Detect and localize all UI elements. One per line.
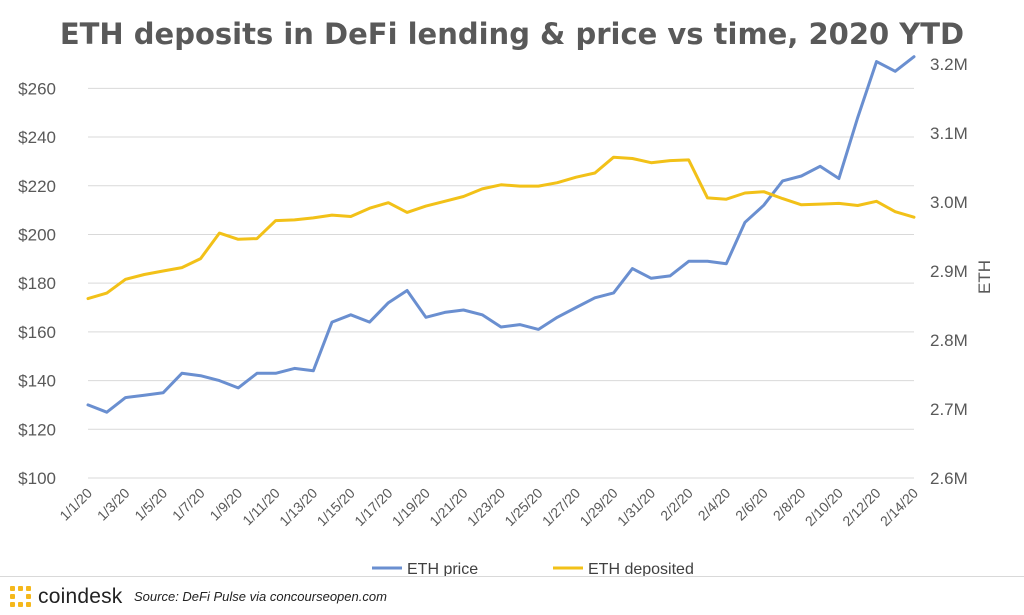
- x-tick-label: 2/4/20: [695, 485, 734, 524]
- legend: ETH price ETH deposited: [372, 561, 694, 578]
- right-y-tick-label: 3.2M: [930, 55, 968, 74]
- x-tick-label: 2/6/20: [732, 485, 771, 524]
- x-tick-label: 1/19/20: [389, 485, 433, 529]
- x-tick-label: 1/5/20: [131, 485, 170, 524]
- x-tick-label: 1/27/20: [539, 485, 583, 529]
- x-tick-label: 1/7/20: [169, 485, 208, 524]
- x-tick-label: 1/11/20: [239, 485, 283, 529]
- left-y-tick-label: $260: [18, 79, 56, 98]
- x-tick-label: 1/15/20: [314, 485, 358, 529]
- x-tick-label: 1/17/20: [351, 485, 395, 529]
- x-tick-label: 1/25/20: [501, 485, 545, 529]
- footer: coindesk Source: DeFi Pulse via concours…: [0, 576, 1024, 615]
- left-y-tick-label: $200: [18, 225, 56, 244]
- legend-label: ETH price: [407, 561, 478, 578]
- brand-name: coindesk: [38, 585, 123, 608]
- right-y-axis-label: ETH: [975, 260, 994, 294]
- gridlines: [88, 87, 914, 479]
- left-y-tick-label: $160: [18, 323, 56, 342]
- series-line-eth-price: [86, 55, 916, 414]
- right-y-tick-label: 2.9M: [930, 262, 968, 281]
- right-y-tick-label: 2.8M: [930, 331, 968, 350]
- x-tick-label: 1/1/20: [56, 485, 95, 524]
- right-y-axis: 2.6M 2.7M 2.8M 2.9M 3.0M 3.1M 3.2M: [930, 55, 968, 488]
- right-y-tick-label: 2.6M: [930, 469, 968, 488]
- x-tick-label: 2/10/20: [802, 485, 846, 529]
- x-tick-label: 1/3/20: [94, 485, 133, 524]
- right-y-tick-label: 2.7M: [930, 400, 968, 419]
- left-y-axis: $100 $120 $140 $160 $180 $200 $220 $240 $260: [18, 79, 56, 488]
- coindesk-logo-icon: [10, 586, 32, 608]
- source-note: Source: DeFi Pulse via concourseopen.com: [134, 589, 387, 604]
- legend-label: ETH deposited: [588, 561, 694, 578]
- x-tick-label: 2/2/20: [657, 485, 696, 524]
- x-tick-label: 1/13/20: [276, 485, 320, 529]
- chart-title: ETH deposits in DeFi lending & price vs …: [60, 17, 964, 51]
- x-tick-label: 2/14/20: [877, 485, 921, 529]
- right-y-tick-label: 3.0M: [930, 193, 968, 212]
- left-y-tick-label: $220: [18, 177, 56, 196]
- right-y-tick-label: 3.1M: [930, 124, 968, 143]
- x-tick-label: 1/23/20: [464, 485, 508, 529]
- coindesk-logo: coindesk: [10, 585, 122, 609]
- series-lines: [86, 55, 916, 414]
- x-tick-label: 2/12/20: [839, 485, 883, 529]
- x-tick-label: 1/31/20: [614, 485, 658, 529]
- left-y-tick-label: $140: [18, 372, 56, 391]
- x-tick-label: 1/29/20: [576, 485, 620, 529]
- series-line-eth-deposited: [86, 155, 916, 301]
- left-y-tick-label: $100: [18, 469, 56, 488]
- left-y-tick-label: $240: [18, 128, 56, 147]
- left-y-tick-label: $180: [18, 274, 56, 293]
- left-y-tick-label: $120: [18, 420, 56, 439]
- x-axis: 1/1/201/3/201/5/201/7/201/9/201/11/201/1…: [56, 485, 921, 529]
- x-tick-label: 1/21/20: [426, 485, 470, 529]
